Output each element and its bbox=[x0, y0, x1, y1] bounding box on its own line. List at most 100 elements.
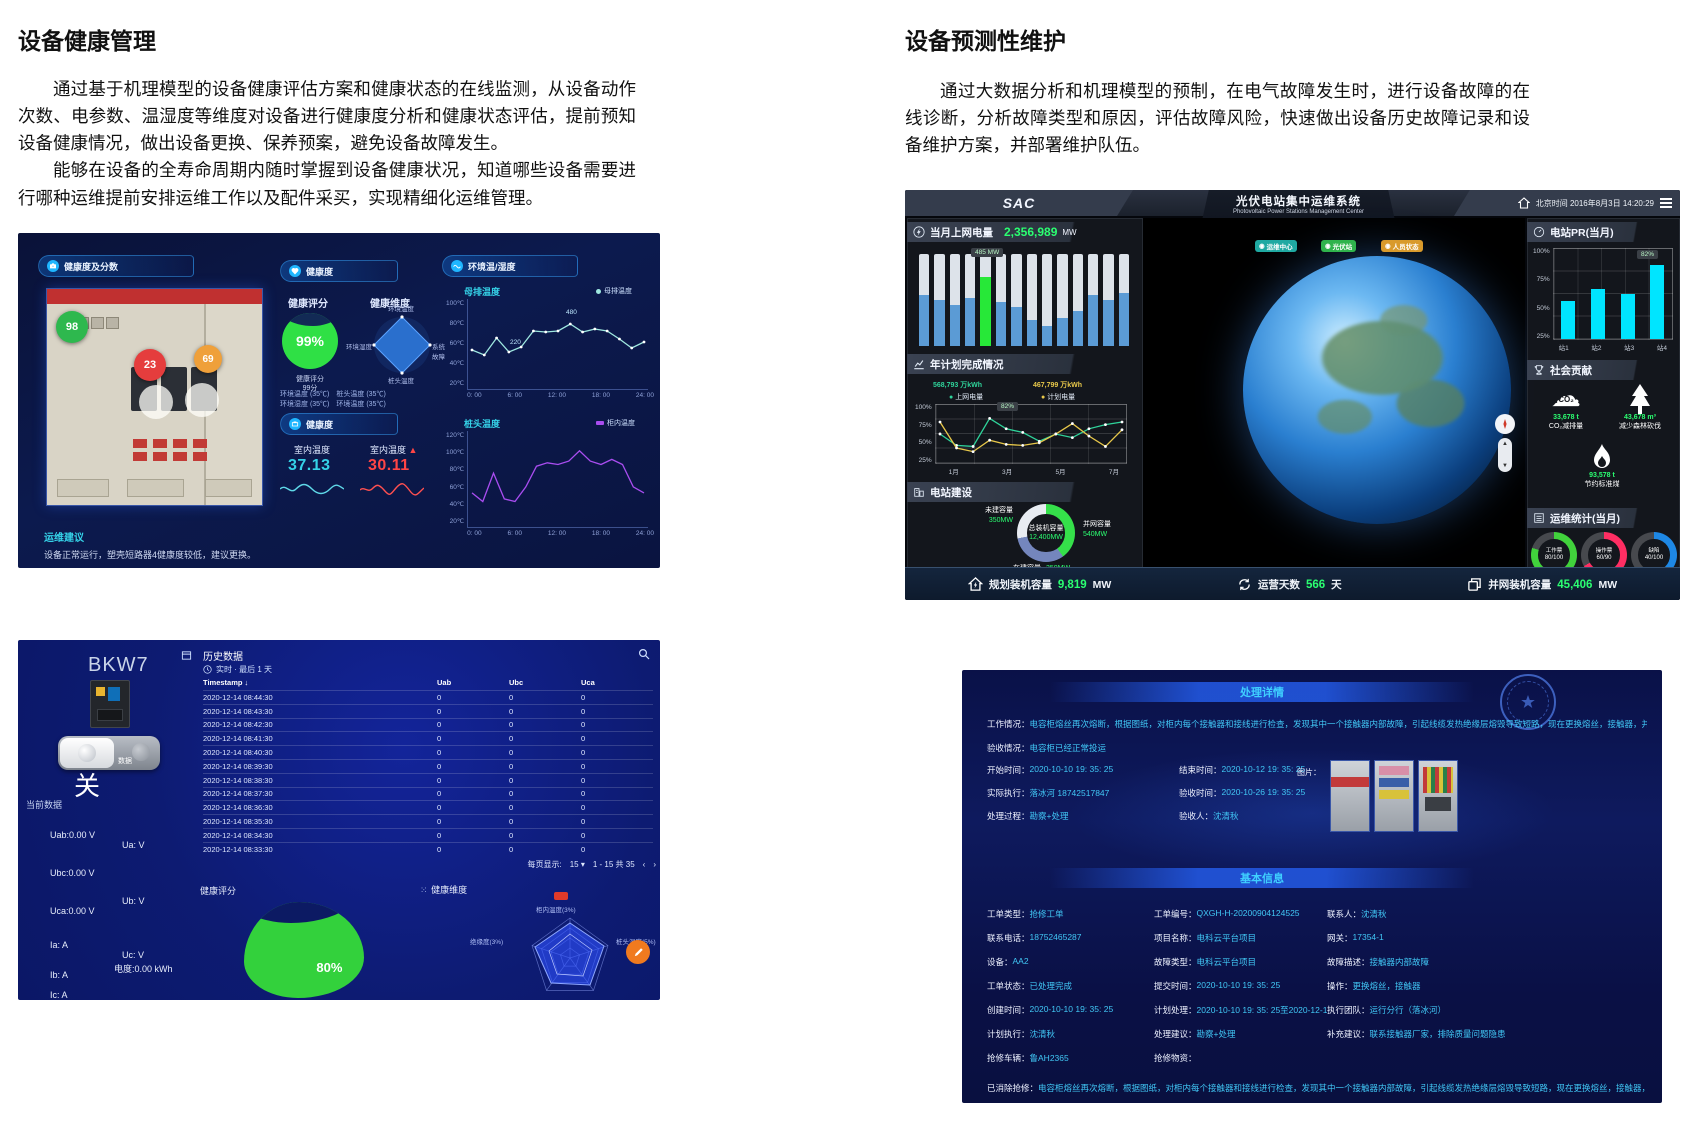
drag-handle-icon[interactable]: ⁙ bbox=[420, 885, 429, 895]
table-row[interactable]: 2020-12-14 08:34:30 0 0 0 bbox=[203, 827, 653, 842]
table-row[interactable]: 2020-12-14 08:35:30 0 0 0 bbox=[203, 814, 653, 828]
field-value: 落冰河 18742517847 bbox=[1029, 788, 1110, 798]
tick-label: 3月 bbox=[1002, 469, 1013, 476]
table-cell: Timestamp ↓ bbox=[203, 677, 249, 687]
toggle-knob-right[interactable] bbox=[132, 743, 150, 761]
tick-label: 40℃ bbox=[449, 500, 465, 508]
tick-label: 12: 00 bbox=[547, 392, 566, 399]
edit-button[interactable] bbox=[626, 940, 650, 964]
pv-dashboard: SAC 光伏电站集中运维系统 Photovoltaic Power Statio… bbox=[905, 190, 1680, 600]
table-row[interactable]: 2020-12-14 08:43:30 0 0 0 bbox=[203, 703, 653, 718]
score-title: 健康评分 bbox=[288, 299, 328, 310]
table-cell: 0 bbox=[509, 775, 514, 785]
field-value: 电科云平台项目 bbox=[1196, 933, 1257, 943]
table-row[interactable]: 2020-12-14 08:37:30 0 0 0 bbox=[203, 786, 653, 801]
right-section-heading: 设备预测性维护 bbox=[905, 29, 1066, 54]
history-table-body: 2020-12-14 08:44:30 0 0 0 2020-12-14 08:43:3… bbox=[203, 690, 653, 856]
bar bbox=[919, 254, 930, 346]
tick-label: 60℃ bbox=[449, 483, 465, 491]
table-cell: 0 bbox=[509, 706, 514, 716]
tick-label: 1月 bbox=[948, 469, 959, 476]
table-row[interactable]: 2020-12-14 08:36:30 0 0 0 bbox=[203, 800, 653, 814]
table-cell: Uca bbox=[581, 677, 595, 687]
paragraph: 能够在设备的全寿命周期内随时掌握到设备健康状况，知道哪些设备需要进行哪种运维提前… bbox=[18, 160, 636, 208]
table-row[interactable]: 2020-12-14 08:39:30 0 0 0 bbox=[203, 758, 653, 773]
power-toggle[interactable]: 数据 bbox=[58, 736, 160, 770]
forest-value: 43,678 m³ bbox=[1624, 414, 1656, 421]
table-row[interactable]: 2020-12-14 08:44:30 0 0 0 bbox=[203, 690, 653, 704]
tick-label: 50% bbox=[1536, 304, 1550, 312]
ring-label: 工作票 bbox=[1545, 547, 1563, 554]
donut-center: 总装机容量 12,400MW bbox=[1027, 514, 1065, 552]
map-button-ops-center[interactable]: ◉ 运维中心 bbox=[1255, 240, 1297, 252]
field-row: 联系电话： 18752465287 项目名称： 电科云平台项目 网关： 17354-1 bbox=[987, 932, 1637, 956]
field-label: 抢修车辆： bbox=[987, 1053, 1030, 1063]
indoor-temp-sparkline bbox=[280, 481, 344, 497]
advice-title: 运维建议 bbox=[44, 533, 84, 544]
field-row: 抢修车辆： 鲁AH2365 抢修物资： bbox=[987, 1052, 1637, 1076]
health-score-value-2: 80% bbox=[316, 959, 343, 975]
table-row[interactable]: 2020-12-14 08:41:30 0 0 0 bbox=[203, 731, 653, 745]
switchgear-photo bbox=[46, 288, 263, 506]
health-badge-orange[interactable]: 69 bbox=[194, 345, 222, 373]
info-title-band: 基本信息 bbox=[1050, 868, 1474, 888]
history-range-row[interactable]: 实时 · 最后 1 天 bbox=[203, 664, 272, 675]
tick-label: 站1 bbox=[1558, 345, 1569, 352]
table-row[interactable]: Timestamp ↓ Uab Ubc Uca bbox=[203, 676, 653, 689]
zoom-out-icon[interactable]: ▼ bbox=[1502, 463, 1508, 469]
table-cell: 0 bbox=[437, 734, 442, 744]
field-label: 执行团队： bbox=[1327, 1005, 1370, 1015]
table-row[interactable]: 2020-12-14 08:40:30 0 0 0 bbox=[203, 745, 653, 759]
photo-thumbnail[interactable] bbox=[1330, 760, 1370, 832]
zoom-control[interactable]: ▲ ▼ bbox=[1498, 438, 1512, 472]
field-row: 开始时间： 2020-10-10 19: 35: 25 结束时间： 2020-10-1… bbox=[987, 764, 1407, 787]
table-row[interactable]: 2020-12-14 08:42:30 0 0 0 bbox=[203, 717, 653, 732]
search-icon[interactable] bbox=[638, 648, 650, 660]
legend-label: 计划电量 bbox=[1047, 394, 1076, 401]
pr-bars bbox=[1552, 248, 1673, 340]
page-size-select[interactable]: 15 ▾ bbox=[569, 860, 585, 869]
field-label: 结束时间： bbox=[1179, 765, 1222, 775]
panel-title: 电站PR(当月) bbox=[1550, 226, 1614, 239]
next-page-button[interactable]: › bbox=[653, 860, 656, 869]
tick-label: 20℃ bbox=[449, 517, 465, 525]
menu-icon[interactable] bbox=[1660, 196, 1672, 210]
table-cell: 2020-12-14 08:42:30 bbox=[203, 720, 273, 730]
field-label: 项目名称： bbox=[1154, 933, 1197, 943]
compass-control[interactable] bbox=[1495, 414, 1515, 434]
panel-title: 电站建设 bbox=[930, 486, 972, 499]
tick-label: 100% bbox=[915, 404, 932, 411]
earth-globe[interactable] bbox=[1243, 256, 1511, 524]
toggle-knob-left[interactable] bbox=[60, 738, 114, 768]
vent bbox=[205, 479, 252, 497]
bar bbox=[1072, 254, 1083, 346]
left-section-body: 通过基于机理模型的设备健康评估方案和健康状态的在线监测，从设备动作次数、电参数、… bbox=[18, 76, 636, 212]
prev-page-button[interactable]: ‹ bbox=[642, 860, 646, 869]
map-button-personnel[interactable]: ◉ 人员状态 bbox=[1381, 240, 1423, 252]
work-detail-row: 工作情况：电容柜熔丝再次熔断，根据图纸，对柜内每个接触器和接线进行检查，发现其中… bbox=[987, 718, 1647, 730]
home-icon[interactable] bbox=[1517, 197, 1530, 209]
health-badge-red[interactable]: 23 bbox=[134, 349, 166, 381]
table-row[interactable]: 2020-12-14 08:33:30 0 0 0 bbox=[203, 841, 653, 856]
field-value: 勘察+处理 bbox=[1196, 1029, 1236, 1039]
tick-label: 站2 bbox=[1591, 345, 1602, 352]
legend-label: 柜内温度 bbox=[607, 420, 635, 427]
clock-icon bbox=[203, 665, 212, 674]
photo-thumbnail[interactable] bbox=[1418, 760, 1458, 832]
map-button-pv-station[interactable]: ◉ 光伏站 bbox=[1321, 240, 1357, 252]
tick-label: 80℃ bbox=[449, 320, 465, 327]
y-axis-labels: 100% 75% 50% 25% bbox=[915, 404, 935, 476]
table-row[interactable]: 2020-12-14 08:38:30 0 0 0 bbox=[203, 772, 653, 787]
footer-operating-days: 运营天数 566 天 bbox=[1237, 577, 1342, 592]
zoom-in-icon[interactable]: ▲ bbox=[1502, 441, 1508, 447]
table-cell: 0 bbox=[581, 734, 586, 744]
field: 故障类型： 电科云平台项目 bbox=[1154, 956, 1327, 980]
x-axis-labels: 1月 3月 5月 7月 bbox=[935, 464, 1133, 476]
fuse bbox=[133, 439, 147, 448]
archive-icon[interactable] bbox=[181, 650, 192, 661]
score-caption-line: 99分 bbox=[302, 385, 318, 393]
photo-thumbnail[interactable] bbox=[1374, 760, 1414, 832]
field-value: QXGH-H-20200904124525 bbox=[1196, 908, 1300, 918]
field: 创建时间： 2020-10-10 19: 35: 25 bbox=[987, 1004, 1154, 1028]
health-badge-green[interactable]: 98 bbox=[56, 311, 88, 343]
